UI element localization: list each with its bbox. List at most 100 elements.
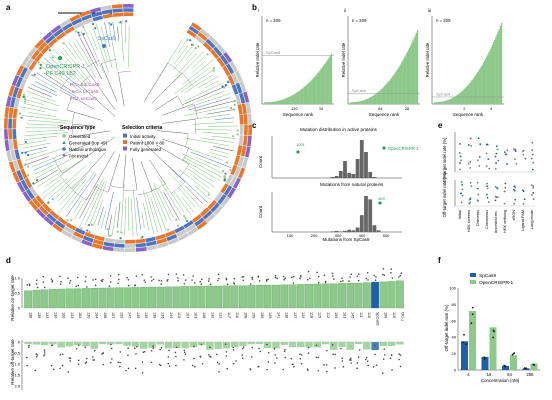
- d-ytick-bottom: 1.5: [14, 373, 20, 378]
- e-point: [530, 193, 533, 196]
- branch: [107, 215, 112, 235]
- d-dot: [207, 280, 210, 282]
- d-off-dot: [127, 347, 129, 350]
- d-label: 168: [29, 312, 33, 318]
- leaf-marker: [236, 133, 239, 136]
- branch: [60, 89, 95, 110]
- e-point: [495, 152, 498, 155]
- b-bar: [301, 88, 303, 104]
- d-dot: [69, 280, 72, 282]
- e-point: [494, 155, 497, 158]
- branch-arc: [193, 103, 198, 119]
- c-bottom-histogram: 100 200 300 400 500: [271, 192, 402, 238]
- b-bar: [465, 86, 468, 104]
- branch: [64, 43, 77, 59]
- d-off-dot: [159, 348, 161, 351]
- leaf-marker: [88, 230, 91, 234]
- d-off-dot: [266, 368, 268, 371]
- f-ytick: 40: [452, 335, 457, 340]
- ring-segment: [5, 95, 12, 108]
- c-bottom-bar: [343, 230, 347, 232]
- b-bar: [464, 88, 466, 104]
- d-off-dot: [325, 370, 328, 373]
- branch: [73, 198, 83, 214]
- branch-arc: [118, 71, 131, 73]
- d-label: 138: [285, 312, 289, 318]
- e-point: [486, 185, 488, 188]
- d-off-dot: [175, 364, 177, 367]
- d-dot: [266, 280, 268, 282]
- leaf-marker: [125, 20, 128, 23]
- b-bar: [416, 30, 419, 104]
- b-bar: [477, 72, 479, 104]
- ring-segment: [231, 84, 239, 95]
- d-dot: [333, 278, 335, 280]
- d-off-dot: [127, 354, 129, 357]
- b-bar: [283, 99, 285, 104]
- d-off-dot: [399, 354, 402, 356]
- leaf-marker: [24, 140, 27, 144]
- ring-segment: [111, 4, 123, 9]
- b-bar: [359, 101, 361, 104]
- c-bottom-bar: [376, 230, 381, 232]
- ring-segment: [214, 191, 224, 202]
- leaf-marker: [186, 219, 189, 222]
- b-subplot-iii: iii n = 209 SpCas9 2 4 Sequence rank Relative …: [425, 8, 504, 117]
- d-bar: [40, 289, 49, 309]
- d-off-dot: [43, 349, 46, 351]
- branch: [173, 45, 188, 65]
- d-off-dot: [67, 371, 70, 373]
- ring-segment: [48, 37, 58, 48]
- d-dot: [127, 278, 130, 281]
- e-point: [497, 196, 499, 199]
- d-off-dot: [35, 355, 38, 358]
- branch: [198, 75, 220, 89]
- f-xtick: 64: [507, 372, 512, 377]
- branch: [85, 181, 105, 225]
- c-top-marker-label: 1001: [296, 142, 306, 147]
- b-bar: [456, 94, 458, 104]
- b-bar: [324, 64, 326, 104]
- d-off-bar: [40, 342, 49, 346]
- label-pca: PCA sacCas9: [70, 82, 100, 88]
- b-bar: [308, 82, 310, 104]
- d-dot: [160, 283, 162, 285]
- branch-arc: [101, 59, 117, 64]
- ring-segment: [125, 239, 136, 244]
- ring-segment: [42, 202, 52, 213]
- branch: [190, 151, 232, 168]
- e-point: [469, 137, 472, 140]
- d-off-dot: [274, 362, 276, 364]
- d-off-dot: [382, 372, 384, 374]
- b-bar: [328, 57, 330, 104]
- b-bar: [411, 42, 413, 104]
- b-bar: [414, 35, 416, 104]
- d-dot: [331, 272, 334, 275]
- d-dot: [399, 274, 402, 277]
- b-bar: [441, 101, 444, 104]
- e-point: [504, 186, 507, 189]
- d-off-dot: [299, 357, 302, 360]
- e-point: [476, 181, 479, 184]
- ring-segment: [213, 46, 223, 57]
- d-bar: [106, 287, 115, 309]
- d-label: 105: [334, 312, 338, 318]
- e-point: [476, 159, 479, 162]
- ring-segment: [233, 155, 241, 166]
- c-xlabel: Mutations from SpCas9: [322, 237, 370, 242]
- d-bar: [288, 284, 297, 309]
- d-label: 112: [326, 312, 330, 318]
- f-bar-opencrispr: [469, 310, 476, 370]
- leaf-marker: [91, 22, 95, 26]
- b-bar: [318, 71, 320, 104]
- b-bar: [408, 47, 411, 104]
- branch-arc: [72, 112, 75, 125]
- d-ytick-bottom: 2.0: [14, 384, 20, 389]
- b-bar: [267, 102, 269, 104]
- ring-segment: [194, 217, 205, 227]
- branch: [23, 103, 58, 112]
- d-off-dot: [340, 347, 342, 350]
- e-point: [485, 165, 488, 168]
- branch: [49, 56, 76, 81]
- ring-segment: [245, 102, 252, 114]
